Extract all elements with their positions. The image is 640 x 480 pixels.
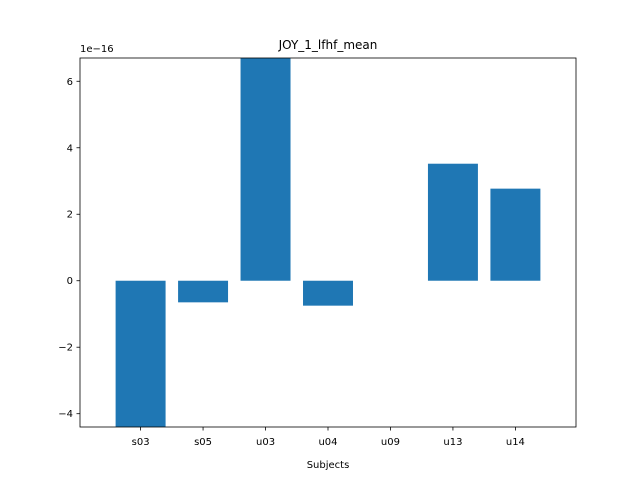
x-tick-label: u13 <box>443 437 462 448</box>
y-tick-label: 4 <box>67 143 73 154</box>
bar-s03 <box>115 280 166 427</box>
x-tick-label: s03 <box>132 437 150 448</box>
bar-u14 <box>490 188 541 281</box>
y-axis: −4 −2 0 2 4 6 <box>58 77 80 420</box>
y-tick-label: 2 <box>67 210 73 221</box>
x-axis: s03 s05 u03 u04 u09 u13 u14 <box>132 427 525 448</box>
plot-frame <box>79 57 577 428</box>
x-tick-label: u14 <box>506 437 525 448</box>
x-tick-label: u03 <box>256 437 275 448</box>
x-tick-label: u04 <box>318 437 337 448</box>
bar-u04 <box>303 280 353 306</box>
y-tick-label: −4 <box>58 409 73 420</box>
y-tick-label: 6 <box>67 77 73 88</box>
chart-title: JOY_1_lfhf_mean <box>278 38 378 52</box>
bar-s05 <box>178 280 229 303</box>
bar-u03 <box>240 58 291 281</box>
y-offset-label: 1e−16 <box>80 44 114 55</box>
x-axis-label: Subjects <box>307 460 350 471</box>
x-tick-label: s05 <box>194 437 212 448</box>
y-tick-label: 0 <box>67 276 73 287</box>
bar-u13 <box>427 163 478 281</box>
bars-group <box>115 58 541 427</box>
x-tick-label: u09 <box>381 437 400 448</box>
y-tick-label: −2 <box>58 343 73 354</box>
